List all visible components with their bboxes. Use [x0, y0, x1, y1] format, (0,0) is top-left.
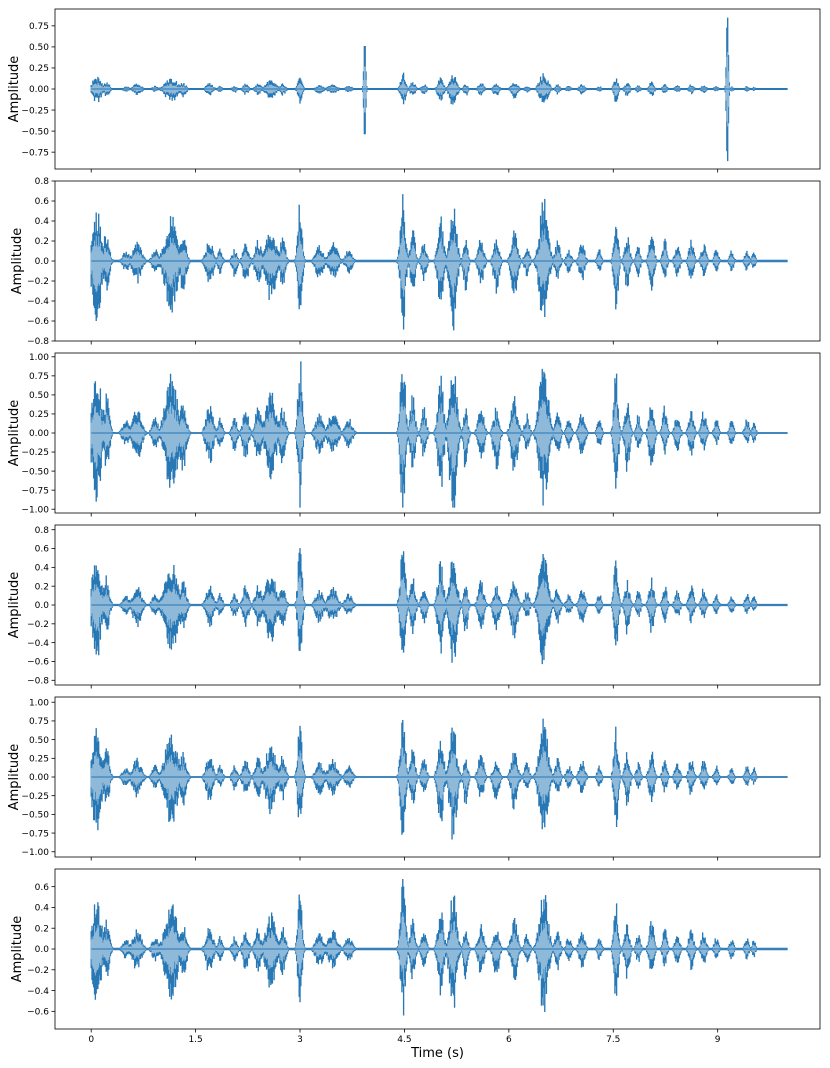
y-tick-label: 0.6	[35, 883, 50, 893]
x-tick-label: 7.5	[606, 1035, 620, 1045]
y-tick-label: 0.50	[29, 391, 49, 401]
y-axis-label: Amplitude	[10, 916, 25, 983]
x-axis-label: Time (s)	[410, 1046, 464, 1061]
y-tick-label: 0.6	[35, 197, 50, 207]
y-tick-label: 0.00	[29, 773, 49, 783]
y-tick-label: −0.2	[27, 277, 49, 287]
y-tick-label: −0.75	[21, 148, 49, 158]
y-tick-label: 0.2	[35, 582, 49, 592]
x-tick-label: 9	[715, 1035, 721, 1045]
y-tick-label: −0.75	[21, 829, 49, 839]
panel-5: −1.00 −0.75 −0.50 −0.25 0.00 0.25 0.50 0.75 1.00…	[7, 696, 821, 861]
y-tick-label: 0.25	[29, 410, 49, 420]
y-tick-label: −0.2	[27, 966, 49, 976]
panel-2: −0.8 −0.6 −0.4 −0.2 0.0 0.2 0.4 0.6 0.8 Amplitude	[10, 177, 821, 347]
panel-6: −0.6 −0.4 −0.2 0.0 0.2 0.4 0.6 Amplitude 0 1.5 3 4.…	[10, 868, 821, 1045]
y-tick-label: −0.25	[21, 792, 49, 802]
panel-1: −0.75 −0.50 −0.25 0.00 0.25 0.50 0.75 Amplitude	[7, 8, 821, 173]
y-axis-label: Amplitude	[7, 572, 22, 639]
y-axis-label: Amplitude	[10, 228, 25, 295]
y-tick-label: 0.4	[35, 904, 50, 914]
panel-5-plot-area	[90, 718, 788, 840]
y-tick-label: 0.25	[29, 755, 49, 765]
y-tick-label: −0.6	[27, 658, 49, 668]
waveform-panels: −0.75−0.50−0.250.000.250.500.75Amplitude…	[7, 8, 821, 1045]
y-tick-label: 1.00	[29, 698, 49, 708]
y-tick-label: 0.0	[35, 945, 50, 955]
y-tick-label: 1.00	[29, 353, 49, 363]
panel-4: −0.8 −0.6 −0.4 −0.2 0.0 0.2 0.4 0.6 0.8 Amplitude	[7, 524, 821, 689]
y-tick-label: −0.50	[21, 467, 49, 477]
panel-4-plot-area	[90, 548, 788, 665]
panel-6-plot-area	[90, 879, 788, 1016]
y-axis-label: Amplitude	[7, 56, 22, 123]
y-tick-label: 0.8	[35, 177, 50, 187]
y-axis-label: Amplitude	[7, 744, 22, 811]
y-tick-label: −0.50	[21, 127, 49, 137]
y-tick-label: 0.0	[35, 601, 50, 611]
y-tick-label: 0.2	[35, 237, 49, 247]
y-tick-label: −0.25	[21, 448, 49, 458]
y-tick-label: 0.50	[29, 736, 49, 746]
y-tick-label: −0.4	[27, 639, 49, 649]
y-tick-label: 0.4	[35, 564, 50, 574]
x-tick-label: 0	[88, 1035, 94, 1045]
y-tick-label: −0.4	[27, 987, 49, 997]
y-axis-label: Amplitude	[7, 400, 22, 467]
y-tick-label: 0.75	[29, 372, 49, 382]
y-tick-label: −0.50	[21, 811, 49, 821]
panel-3: −1.00 −0.75 −0.50 −0.25 0.00 0.25 0.50 0.75 1.00…	[7, 352, 821, 517]
y-tick-label: 0.4	[35, 217, 50, 227]
y-tick-label: −0.25	[21, 106, 49, 116]
y-tick-label: 0.00	[29, 429, 49, 439]
y-tick-label: −0.75	[21, 486, 49, 496]
y-tick-label: 0.2	[35, 924, 49, 934]
y-tick-label: 0.75	[29, 22, 49, 32]
y-tick-label: 0.6	[35, 545, 50, 555]
y-tick-label: −0.8	[27, 337, 49, 347]
x-tick-label: 4.5	[397, 1035, 411, 1045]
y-tick-label: −0.6	[27, 317, 49, 327]
y-tick-label: −0.8	[27, 676, 49, 686]
y-tick-label: 0.8	[35, 526, 50, 536]
y-tick-label: −0.2	[27, 620, 49, 630]
panel-3-plot-area	[90, 361, 788, 508]
y-tick-label: 0.25	[29, 64, 49, 74]
panel-1-plot-area	[90, 17, 788, 162]
x-tick-label: 6	[506, 1035, 512, 1045]
x-tick-label: 1.5	[188, 1035, 202, 1045]
y-tick-label: 0.0	[35, 257, 50, 267]
y-tick-label: −0.6	[27, 1008, 49, 1018]
y-tick-label: −1.00	[21, 505, 49, 515]
panel-2-plot-area	[90, 194, 788, 331]
y-tick-label: 0.00	[29, 85, 49, 95]
y-tick-label: 0.50	[29, 43, 49, 53]
y-tick-label: 0.75	[29, 717, 49, 727]
y-tick-label: −0.4	[27, 297, 49, 307]
y-tick-label: −1.00	[21, 848, 49, 858]
x-tick-label: 3	[297, 1035, 303, 1045]
